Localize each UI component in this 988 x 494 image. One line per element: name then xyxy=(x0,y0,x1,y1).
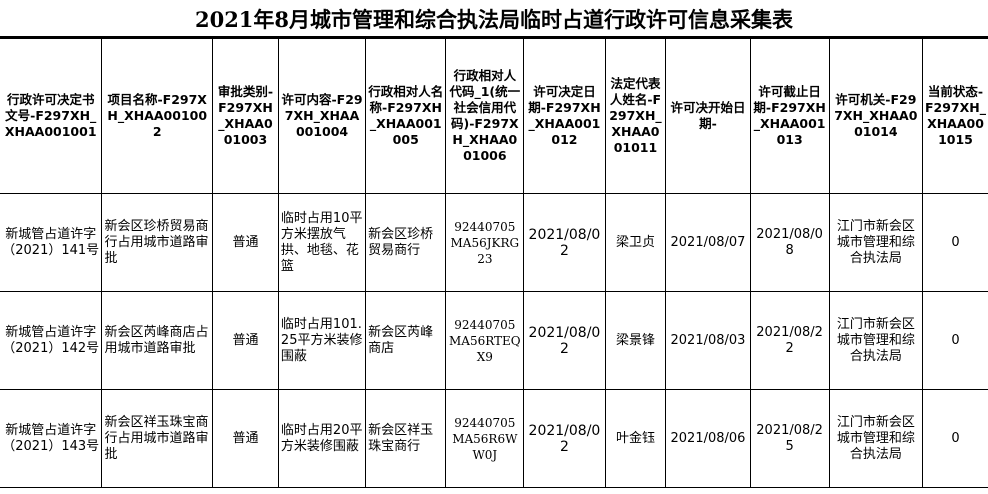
table-cell[interactable]: 普通 xyxy=(212,193,279,292)
permit-table: 行政许可决定书文号-F297XH_XHAA001001 项目名称-F297XH_X… xyxy=(0,38,988,488)
table-cell[interactable]: 新城管占道许字（2021）142号 xyxy=(0,291,103,390)
table-row: 新城管占道许字（2021）142号 新会区芮峰商店占用城市道路审批 普通 临时占用10… xyxy=(0,291,988,390)
table-cell[interactable]: 0 xyxy=(921,291,988,390)
column-header: 许可机关-F297XH_XHAA001014 xyxy=(828,38,923,194)
column-header: 许可截止日期-F297XH_XHAA001013 xyxy=(749,38,830,194)
column-header: 行政许可决定书文号-F297XH_XHAA001001 xyxy=(0,38,103,194)
table-cell[interactable]: 2021/08/08 xyxy=(749,193,830,292)
table-cell[interactable]: 2021/08/06 xyxy=(665,389,751,488)
table-cell[interactable]: 0 xyxy=(921,389,988,488)
table-row: 新城管占道许字（2021）141号 新会区珍桥贸易商行占用城市道路审批 普通 临时占用… xyxy=(0,193,988,292)
table-cell[interactable]: 临时占用20平方米装修围蔽 xyxy=(277,389,367,488)
table-cell[interactable]: 临时占用101.25平方米装修围蔽 xyxy=(277,291,367,390)
table-cell[interactable]: 0 xyxy=(921,193,988,292)
table-cell[interactable]: 92440705MA56JKRG23 xyxy=(445,193,525,292)
table-cell[interactable]: 临时占用10平方米摆放气拱、地毯、花篮 xyxy=(277,193,367,292)
table-cell[interactable]: 新城管占道许字（2021）143号 xyxy=(0,389,103,488)
table-cell[interactable]: 叶金钰 xyxy=(604,389,667,488)
table-cell[interactable]: 2021/08/03 xyxy=(665,291,751,390)
table-cell[interactable]: 2021/08/02 xyxy=(523,193,606,292)
column-header: 行政相对人代码_1(统一社会信用代码)-F297XH_XHAA001006 xyxy=(445,38,525,194)
table-cell[interactable]: 2021/08/22 xyxy=(749,291,830,390)
table-cell[interactable]: 新会区珍桥贸易商行 xyxy=(365,193,447,292)
table-cell[interactable]: 普通 xyxy=(212,389,279,488)
table-cell[interactable]: 92440705MA56R6WW0J xyxy=(445,389,525,488)
table-cell[interactable]: 2021/08/02 xyxy=(523,291,606,390)
column-header: 许可决开始日期- xyxy=(665,38,751,194)
page-title: 2021年8月城市管理和综合执法局临时占道行政许可信息采集表 xyxy=(0,0,988,38)
table-cell[interactable]: 江门市新会区城市管理和综合执法局 xyxy=(828,291,923,390)
table-cell[interactable]: 新会区珍桥贸易商行占用城市道路审批 xyxy=(101,193,213,292)
table-cell[interactable]: 2021/08/02 xyxy=(523,389,606,488)
table-cell[interactable]: 2021/08/25 xyxy=(749,389,830,488)
table-cell[interactable]: 2021/08/07 xyxy=(665,193,751,292)
table-row: 新城管占道许字（2021）143号 新会区祥玉珠宝商行占用城市道路审批 普通 临时占用… xyxy=(0,389,988,488)
column-header: 审批类别-F297XH_XHAA001003 xyxy=(212,38,279,194)
table-cell[interactable]: 新会区芮峰商店占用城市道路审批 xyxy=(101,291,213,390)
header-row: 行政许可决定书文号-F297XH_XHAA001001 项目名称-F297XH_X… xyxy=(0,38,988,194)
column-header: 许可决定日期-F297XH_XHAA001012 xyxy=(523,38,606,194)
column-header: 项目名称-F297XH_XHAA001002 xyxy=(101,38,213,194)
table-cell[interactable]: 普通 xyxy=(212,291,279,390)
table-cell[interactable]: 新会区芮峰商店 xyxy=(365,291,447,390)
table-cell[interactable]: 新会区祥玉珠宝商行占用城市道路审批 xyxy=(101,389,213,488)
table-cell[interactable]: 梁卫贞 xyxy=(604,193,667,292)
column-header: 当前状态-F297XH_XHAA001015 xyxy=(921,38,988,194)
table-cell[interactable]: 江门市新会区城市管理和综合执法局 xyxy=(828,193,923,292)
table-cell[interactable]: 江门市新会区城市管理和综合执法局 xyxy=(828,389,923,488)
table-cell[interactable]: 新会区祥玉珠宝商行 xyxy=(365,389,447,488)
table-cell[interactable]: 92440705MA56RTEQX9 xyxy=(445,291,525,390)
table-cell[interactable]: 新城管占道许字（2021）141号 xyxy=(0,193,103,292)
column-header: 行政相对人名称-F297XH_XHAA001005 xyxy=(365,38,447,194)
column-header: 许可内容-F297XH_XHAA001004 xyxy=(277,38,367,194)
table-cell[interactable]: 梁景锋 xyxy=(604,291,667,390)
column-header: 法定代表人姓名-F297XH_XHAA001011 xyxy=(604,38,667,194)
